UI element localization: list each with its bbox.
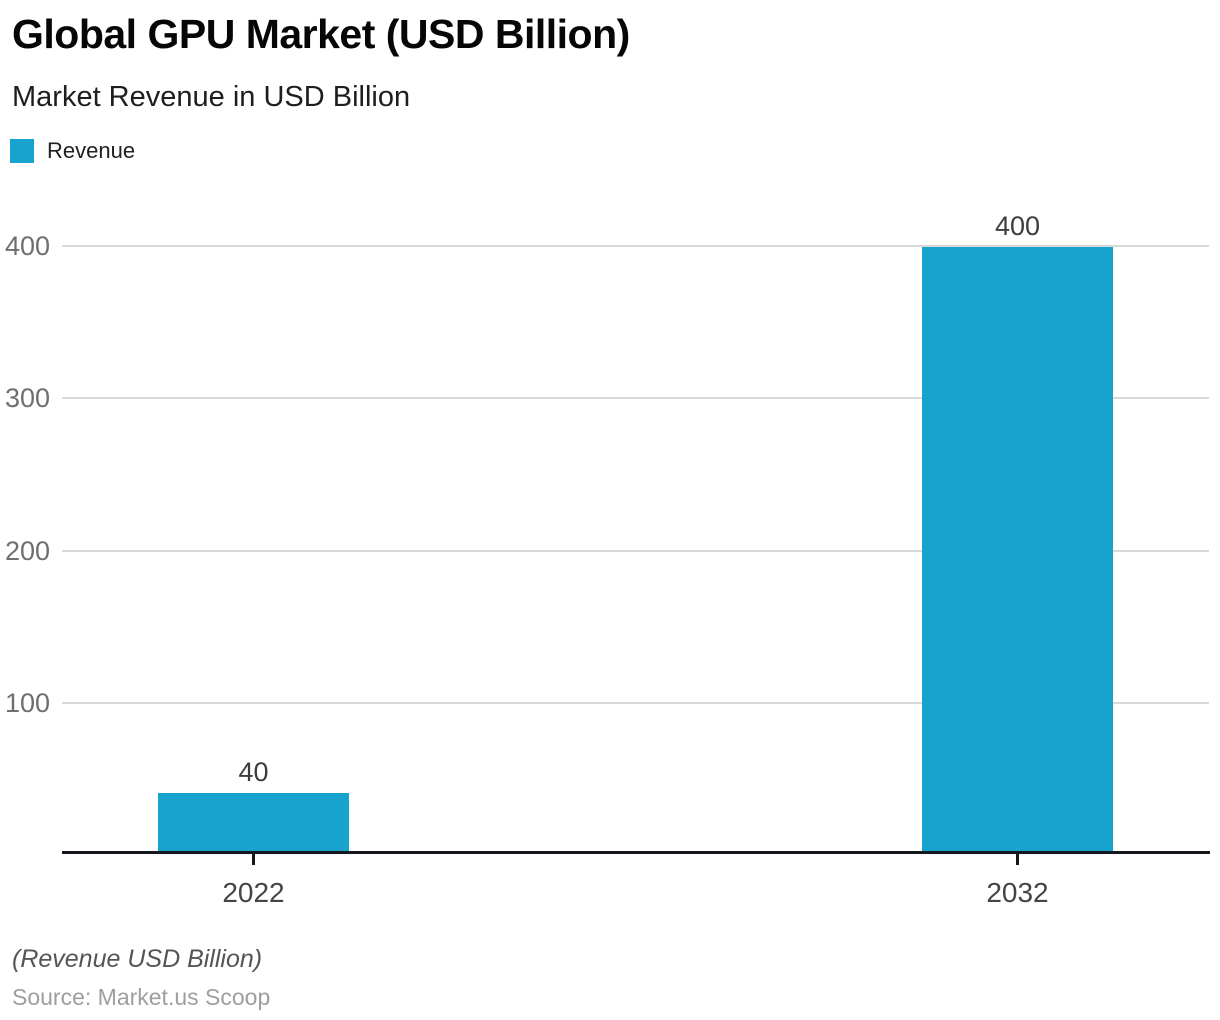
value-label-2032: 400: [994, 211, 1041, 241]
legend-swatch-icon: [10, 139, 34, 163]
legend-label: Revenue: [47, 138, 136, 163]
gridline-200: [62, 550, 1209, 552]
chart-subtitle: Market Revenue in USD Billion: [12, 81, 411, 113]
legend-item-revenue[interactable]: Revenue: [10, 138, 135, 164]
x-axis-line: [62, 851, 1210, 854]
y-axis-label-100: 100: [4, 688, 50, 718]
x-axis-tick-2022: [252, 854, 255, 865]
x-axis-label-2022: 2022: [222, 877, 285, 908]
bar-2032[interactable]: [922, 247, 1113, 854]
x-axis-tick-2032: [1016, 854, 1019, 865]
gridline-300: [62, 397, 1209, 399]
y-axis-label-200: 200: [4, 536, 50, 566]
chart-title: Global GPU Market (USD Billion): [12, 11, 630, 57]
x-axis-label-2032: 2032: [986, 877, 1049, 908]
chart-footnote: (Revenue USD Billion): [12, 945, 263, 973]
gridline-100: [62, 702, 1209, 704]
y-axis-label-300: 300: [4, 383, 50, 413]
y-axis-label-400: 400: [4, 231, 50, 261]
value-label-2022: 40: [238, 757, 269, 787]
bar-2022[interactable]: [158, 793, 349, 854]
chart-source: Source: Market.us Scoop: [12, 984, 271, 1010]
gridline-400: [62, 245, 1209, 247]
